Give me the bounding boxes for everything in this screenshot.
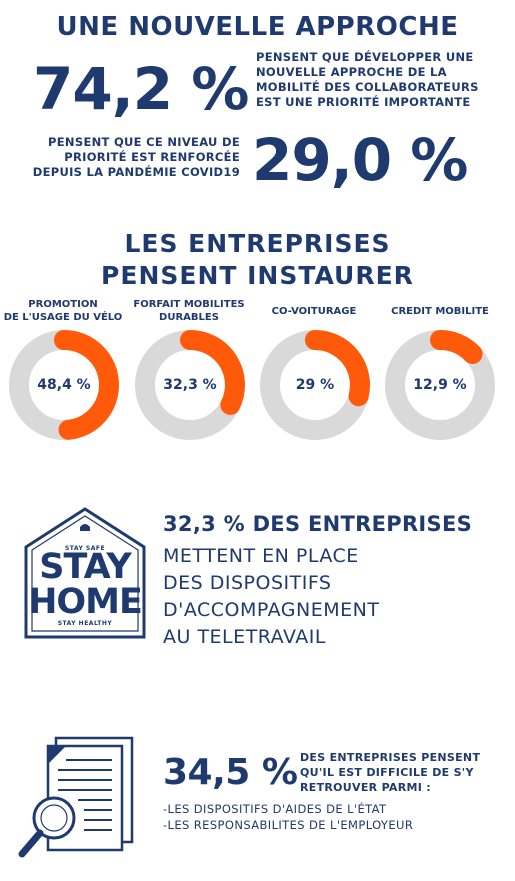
stat-34-line: DES ENTREPRISES PENSENT [300, 751, 481, 764]
stat-32-line: AU TELETRAVAIL [163, 626, 326, 648]
donut-label-line: FORFAIT MOBILITES [133, 299, 245, 310]
stayhome-top-text: STAY SAFE [64, 545, 106, 552]
donut-value-covoiturage: 29 % [295, 377, 335, 393]
house-icon [24, 507, 146, 639]
list-item: -LES DISPOSITIFS D'AIDES DE L'ÉTAT [163, 802, 387, 816]
stat-32-description: METTENT EN PLACE DES DISPOSITIFS D'ACCOM… [163, 543, 379, 651]
stat-74-line: NOUVELLE APPROCHE DE LA [256, 65, 447, 79]
donut-slice-forfait [180, 330, 245, 415]
stat-29-line: PRIORITÉ EST RENFORCÉE [64, 150, 240, 164]
stayhome-bottom-text: STAY HEALTHY [57, 620, 113, 627]
donut-label-velo: PROMOTION DE L'USAGE DU VÉLO [0, 298, 128, 324]
section-title-line: PENSENT INSTAURER [101, 261, 414, 290]
donut-slice-credit [430, 330, 483, 364]
donut-label-line: DE L'USAGE DU VÉLO [3, 312, 123, 323]
stat-74-description: PENSENT QUE DÉVELOPPER UNE NOUVELLE APPR… [256, 50, 506, 110]
donut-label-covoiturage: CO-VOITURAGE [249, 305, 379, 318]
stat-34-value: 34,5 % [163, 752, 298, 793]
document-magnifier-icon [18, 736, 134, 858]
donut-value-velo: 48,4 % [37, 377, 91, 393]
stat-74-line: MOBILITÉ DES COLLABORATEURS [256, 80, 479, 94]
stayhome-stay-text: STAY [39, 547, 131, 587]
stat-34-description: DES ENTREPRISES PENSENT QU'IL EST DIFFIC… [300, 750, 510, 795]
page-title: UNE NOUVELLE APPROCHE [56, 12, 459, 42]
donut-label-line: CO-VOITURAGE [271, 306, 357, 317]
stat-74-line: PENSENT QUE DÉVELOPPER UNE [256, 50, 474, 64]
donut-label-line: CREDIT MOBILITE [391, 306, 489, 317]
section-title-entreprises: LES ENTREPRISES PENSENT INSTAURER [0, 228, 515, 292]
donut-value-credit: 12,9 % [413, 377, 467, 393]
stat-34-line: RETROUVER PARMI : [300, 781, 431, 794]
donut-label-credit: CREDIT MOBILITE [375, 305, 505, 318]
list-item: -LES RESPONSABILITES DE L'EMPLOYEUR [163, 818, 414, 832]
donut-label-forfait: FORFAIT MOBILITES DURABLES [124, 298, 254, 324]
stat-32-line: DES DISPOSITIFS [163, 572, 332, 594]
donut-label-line: PROMOTION [28, 299, 98, 310]
section-title-line: LES ENTREPRISES [124, 229, 391, 258]
donut-value-forfait: 32,3 % [163, 377, 217, 393]
donut-slice-velo [54, 330, 119, 440]
stat-29-line: DEPUIS LA PANDÉMIE COVID19 [32, 165, 240, 179]
stat-34-line: QU'IL EST DIFFICILE DE S'Y [300, 766, 474, 779]
stat-74-value: 74,2 % [33, 55, 249, 123]
stat-29-line: PENSENT QUE CE NIVEAU DE [48, 135, 240, 149]
stat-29-description: PENSENT QUE CE NIVEAU DE PRIORITÉ EST RE… [10, 135, 240, 180]
stat-32-line: METTENT EN PLACE [163, 545, 359, 567]
donut-slice-covoiturage [305, 330, 370, 407]
stat-29-value: 29,0 % [252, 126, 468, 194]
stat-32-headline: 32,3 % DES ENTREPRISES [163, 512, 473, 536]
stat-74-line: EST UNE PRIORITÉ IMPORTANTE [256, 95, 471, 109]
donut-label-line: DURABLES [159, 312, 219, 323]
donut-charts [9, 330, 495, 440]
stayhome-home-text: HOME [28, 582, 143, 622]
stat-34-list: -LES DISPOSITIFS D'AIDES DE L'ÉTAT -LES … [163, 801, 413, 833]
stat-32-line: D'ACCOMPAGNEMENT [163, 599, 380, 621]
